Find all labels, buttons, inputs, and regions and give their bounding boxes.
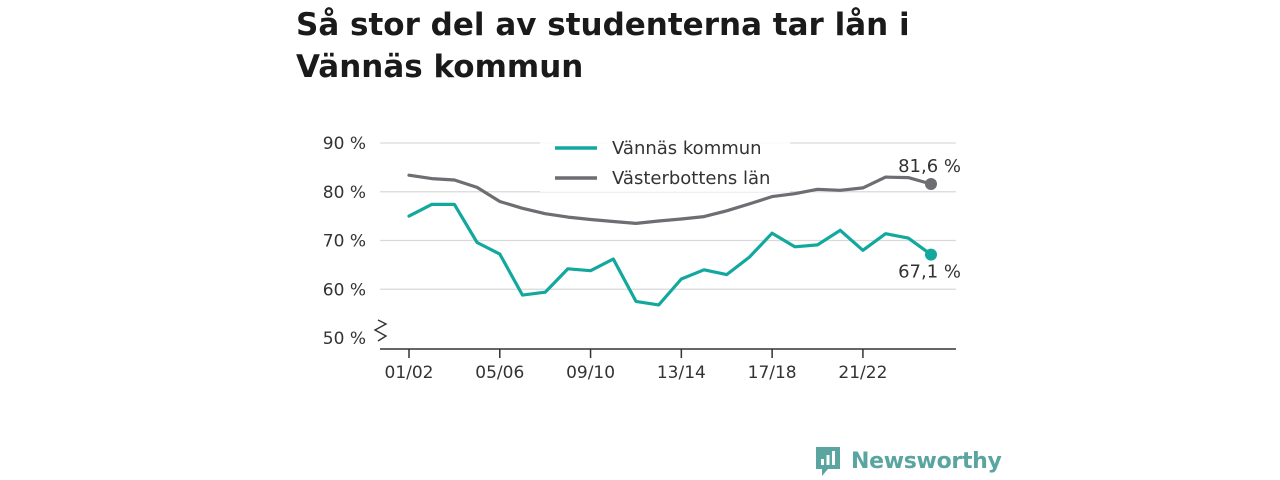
y-axis-ticks: 90 % 80 % 70 % 60 % 50 % [323,134,388,349]
end-labels: 67,1 % 81,6 % [898,156,961,283]
legend-background [540,130,790,192]
end-value-label: 67,1 % [898,262,961,283]
y-tick-label: 90 % [323,134,366,154]
brand-logo: Newsworthy [814,444,1002,478]
x-axis-ticks: 01/02 05/06 09/10 13/14 17/18 21/22 [385,349,887,383]
chart-title: Så stor del av studenterna tar lån i Vän… [296,7,910,85]
series-lines [407,173,937,307]
end-value-label: 81,6 % [898,156,961,177]
x-tick-label: 05/06 [475,363,524,383]
brand-name: Newsworthy [851,448,1002,474]
end-point-marker [925,177,937,190]
end-point-marker [925,248,937,261]
series-line-vannas-kommun [407,202,933,307]
y-tick-label: 60 % [323,280,366,300]
series-line-vasterbottens-lan [407,173,933,225]
x-tick-label: 21/22 [838,363,887,383]
x-tick-label: 01/02 [385,363,434,383]
legend-label: Västerbottens län [612,168,770,189]
y-tick-label: 80 % [323,183,366,203]
axis-break-icon [373,319,388,342]
y-tick-label: 70 % [323,232,366,252]
x-tick-label: 17/18 [748,363,797,383]
x-tick-label: 09/10 [566,363,615,383]
y-tick-label: 50 % [323,329,366,349]
legend-label: Vännäs kommun [612,138,762,159]
x-tick-label: 13/14 [657,363,706,383]
newsworthy-logo-icon [816,447,840,476]
legend: Vännäs kommun Västerbottens län [540,130,790,192]
